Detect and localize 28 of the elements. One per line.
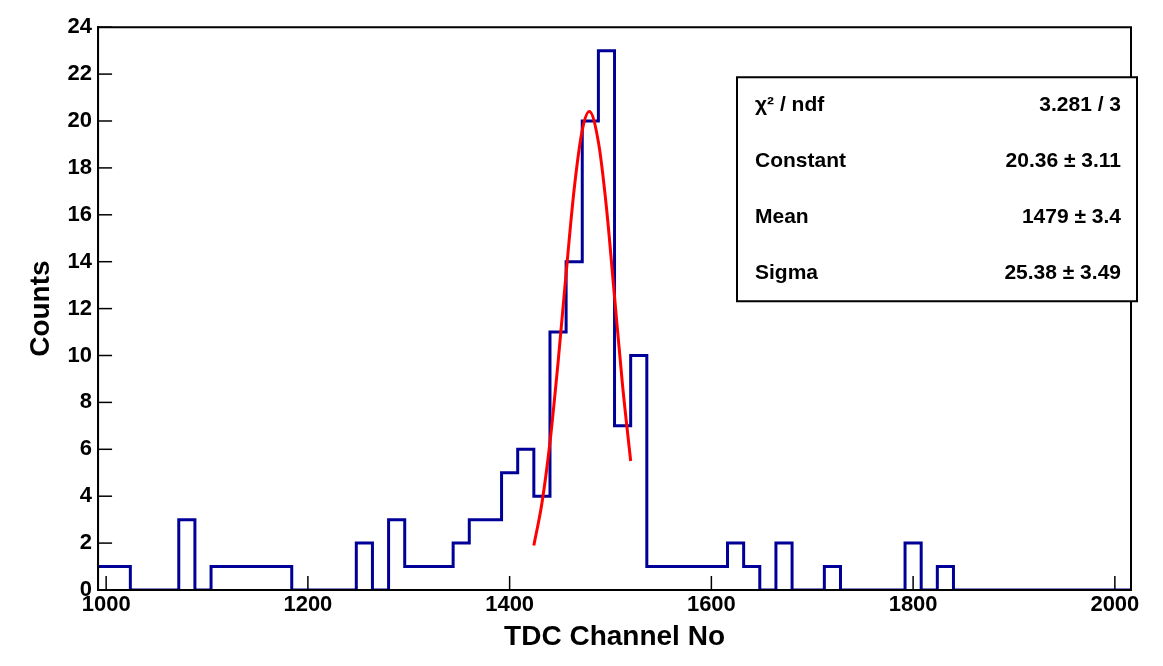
x-tick-label: 1200 bbox=[283, 591, 333, 617]
annotation: Mean bbox=[755, 204, 809, 227]
x-tick-label: 2000 bbox=[1090, 591, 1140, 617]
y-tick-label: 22 bbox=[67, 60, 93, 86]
annotation: 3.281 / 3 bbox=[1039, 92, 1121, 115]
annotation: 1479 ± 3.4 bbox=[1021, 204, 1122, 227]
annotation: 25.38 ± 3.49 bbox=[1004, 260, 1121, 283]
y-tick-label: 14 bbox=[67, 247, 93, 273]
y-tick-label: 16 bbox=[67, 200, 93, 226]
y-tick-label: 6 bbox=[79, 435, 93, 461]
y-tick-label: 4 bbox=[79, 482, 93, 508]
y-tick-label: 20 bbox=[67, 107, 93, 133]
y-tick-label: 18 bbox=[67, 153, 93, 179]
x-tick-label: 1400 bbox=[485, 591, 535, 617]
x-tick-label: 1600 bbox=[686, 591, 736, 617]
x-axis-title: TDC Channel No bbox=[504, 619, 725, 651]
annotation: Sigma bbox=[755, 260, 819, 283]
y-tick-label: 2 bbox=[79, 529, 93, 555]
y-tick-label: 12 bbox=[67, 294, 93, 320]
y-tick-label: 10 bbox=[67, 341, 93, 367]
line-series bbox=[532, 110, 633, 547]
y-tick-label: 24 bbox=[67, 13, 93, 39]
y-tick-label: 8 bbox=[79, 388, 93, 414]
annotation: 20.36 ± 3.11 bbox=[1005, 148, 1122, 171]
y-axis-title: Counts bbox=[23, 260, 55, 357]
annotation: Constant bbox=[755, 148, 846, 171]
x-tick-label: 1800 bbox=[888, 591, 938, 617]
annotation: χ² / ndf bbox=[755, 92, 826, 115]
